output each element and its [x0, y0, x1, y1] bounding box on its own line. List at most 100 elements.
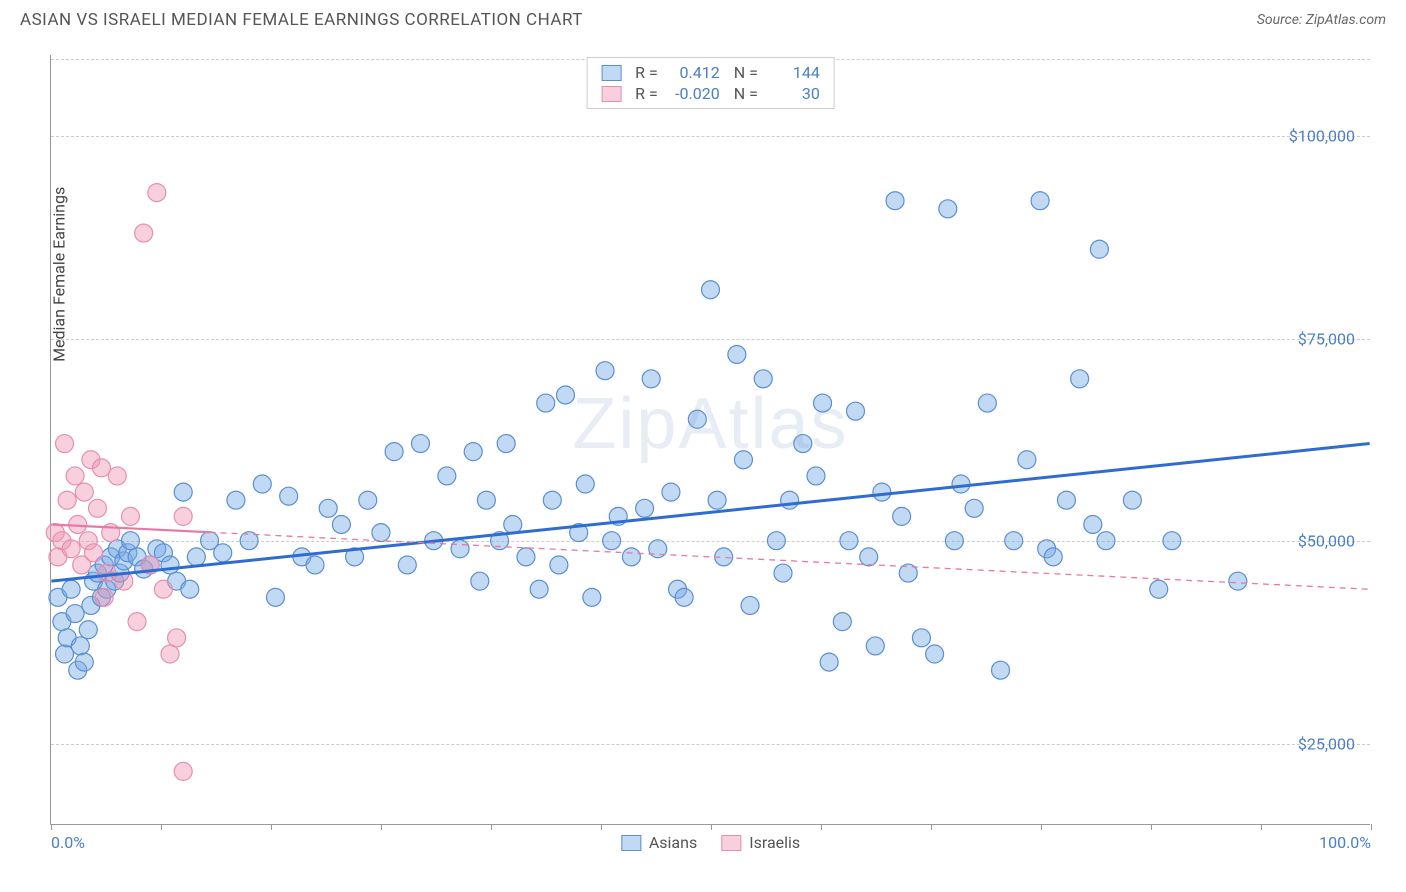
data-point: [794, 435, 812, 453]
x-tick: [271, 824, 272, 830]
data-point: [873, 483, 891, 501]
data-point: [767, 532, 785, 550]
data-point: [734, 451, 752, 469]
data-point: [1150, 580, 1168, 598]
data-point: [741, 596, 759, 614]
data-point: [58, 491, 76, 509]
data-point: [945, 532, 963, 550]
data-point: [438, 467, 456, 485]
data-point: [728, 346, 746, 364]
x-tick: [711, 824, 712, 830]
data-point: [108, 467, 126, 485]
data-point: [576, 475, 594, 493]
r-value-asians: 0.412: [668, 63, 720, 82]
correlation-legend: R = 0.412 N = 144 R = -0.020 N = 30: [586, 57, 835, 109]
r-label: R =: [635, 63, 658, 82]
data-point: [833, 613, 851, 631]
data-point: [596, 362, 614, 380]
data-point: [912, 629, 930, 647]
data-point: [675, 588, 693, 606]
data-point: [754, 370, 772, 388]
legend-label-asians: Asians: [649, 833, 697, 852]
x-tick: [601, 824, 602, 830]
data-point: [1044, 548, 1062, 566]
data-point: [662, 483, 680, 501]
data-point: [56, 645, 74, 663]
n-value-israelis: 30: [768, 84, 820, 103]
data-point: [820, 653, 838, 671]
data-point: [174, 483, 192, 501]
trend-line: [51, 444, 1369, 582]
data-point: [926, 645, 944, 663]
data-point: [306, 556, 324, 574]
r-value-israelis: -0.020: [668, 84, 720, 103]
n-label: N =: [734, 84, 758, 103]
data-point: [135, 224, 153, 242]
legend-item-asians: Asians: [621, 833, 697, 852]
data-point: [537, 394, 555, 412]
data-point: [154, 580, 172, 598]
data-point: [702, 281, 720, 299]
data-point: [886, 192, 904, 210]
x-tick: [381, 824, 382, 830]
data-point: [56, 435, 74, 453]
source-credit: Source: ZipAtlas.com: [1257, 12, 1386, 28]
data-point: [98, 564, 116, 582]
data-point: [214, 544, 232, 562]
data-point: [708, 491, 726, 509]
chart-plot-area: Median Female Earnings $25,000$50,000$75…: [50, 55, 1370, 825]
data-point: [688, 410, 706, 428]
data-point: [636, 499, 654, 517]
data-point: [187, 548, 205, 566]
data-point: [1018, 451, 1036, 469]
n-label: N =: [734, 63, 758, 82]
r-label: R =: [635, 84, 658, 103]
x-tick: [161, 824, 162, 830]
data-point: [952, 475, 970, 493]
data-point: [642, 370, 660, 388]
swatch-asians: [601, 65, 621, 81]
data-point: [89, 499, 107, 517]
data-point: [893, 507, 911, 525]
data-point: [62, 580, 80, 598]
data-point: [860, 548, 878, 566]
data-point: [168, 629, 186, 647]
data-point: [543, 491, 561, 509]
legend-row-asians: R = 0.412 N = 144: [601, 62, 820, 83]
data-point: [121, 507, 139, 525]
data-point: [95, 588, 113, 606]
data-point: [847, 402, 865, 420]
data-point: [161, 556, 179, 574]
data-point: [1005, 532, 1023, 550]
data-point: [978, 394, 996, 412]
data-point: [774, 564, 792, 582]
data-point: [814, 394, 832, 412]
data-point: [148, 184, 166, 202]
x-tick: [491, 824, 492, 830]
legend-label-israelis: Israelis: [749, 833, 800, 852]
data-point: [332, 516, 350, 534]
data-point: [71, 637, 89, 655]
data-point: [174, 762, 192, 780]
data-point: [85, 544, 103, 562]
data-point: [66, 467, 84, 485]
data-point: [174, 507, 192, 525]
data-point: [965, 499, 983, 517]
data-point: [840, 532, 858, 550]
data-point: [227, 491, 245, 509]
data-point: [603, 532, 621, 550]
data-point: [1084, 516, 1102, 534]
data-point: [866, 637, 884, 655]
x-tick: [1041, 824, 1042, 830]
data-point: [359, 491, 377, 509]
x-tick: [1151, 824, 1152, 830]
data-point: [583, 588, 601, 606]
x-tick: [931, 824, 932, 830]
swatch-israelis: [601, 86, 621, 102]
data-point: [550, 556, 568, 574]
data-point: [92, 459, 110, 477]
x-tick: [1371, 824, 1372, 830]
data-point: [75, 483, 93, 501]
data-point: [807, 467, 825, 485]
n-value-asians: 144: [768, 63, 820, 82]
